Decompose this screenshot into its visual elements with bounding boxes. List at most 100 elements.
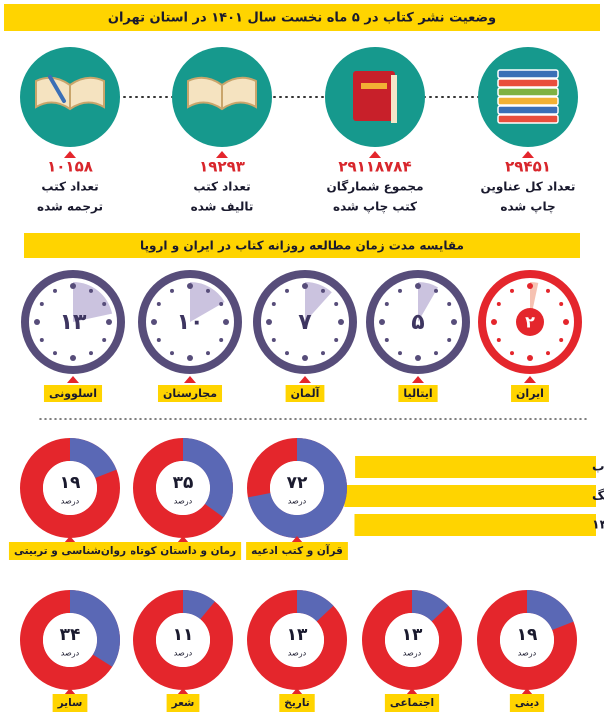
label-box [52,694,88,712]
clock-tick [39,302,44,306]
donut-hole [156,613,210,667]
pointer [64,151,76,158]
title-banner [4,4,600,31]
donut-value: ۱۹ [517,625,538,645]
donut-segment [70,590,120,667]
pointer [406,688,418,695]
clock-tick [53,288,57,293]
clock-tick [546,351,550,356]
book [497,69,559,79]
clock-tick [302,283,308,289]
stat-value: ۲۹۴۵۱ [505,158,551,176]
highlight [344,485,596,507]
donut-value: ۷۲ [287,473,308,493]
label-box [398,385,438,402]
donut-unit: درصد [518,649,537,658]
stat-label: تعداد کل عناوین [481,180,576,195]
label-box [124,542,242,560]
pointer [64,536,76,543]
stat-label: ترجمه شده [37,200,103,214]
title: وضعیت نشر کتاب در ۵ ماه نخست سال ۱۴۰۱ در… [108,11,496,26]
stat-value: ۲۹۱۱۸۷۸۴ [338,158,411,176]
donut-value: ۱۳ [287,625,308,645]
clock-tick [302,355,308,361]
label-box [285,385,325,402]
section-banner [24,233,580,258]
label-box [279,694,315,712]
topic-label: رمان و داستان کوتاه [130,545,236,557]
stat-label: تعداد کتب [193,180,250,194]
value-badge [516,308,544,336]
clock-tick [496,302,501,306]
clock-tick [206,351,210,356]
stat-label: کتب چاپ شده [333,200,417,214]
topic-label: دینی [515,697,540,709]
pointer [369,151,381,158]
pointer [521,688,533,695]
book [497,78,559,88]
pointer [299,376,311,383]
topic-label: روان‌شناسی و تربیتی [14,545,126,557]
clock-tick [70,355,76,361]
pointer [177,536,189,543]
label-box [509,694,545,712]
country-label: ایران [516,387,544,400]
label-box [166,694,200,712]
stat-label: تعداد کتب [41,180,98,194]
stat-value: ۱۹۲۹۳ [199,158,245,176]
donut-unit: درصد [174,497,193,506]
label-box [246,542,348,560]
clock-tick [415,355,421,361]
clock-tick [451,319,457,325]
clock-tick [219,338,224,342]
book [497,87,559,97]
clock-tick [379,319,385,325]
country-label: ایتالیا [403,387,432,400]
donut-segment [527,590,574,631]
label-box [43,385,103,402]
pointer [291,536,303,543]
donut-value: ۳۵ [173,473,194,493]
clock-tick [384,302,389,306]
donut-value: ۱۱ [173,625,194,645]
clock-tick [89,351,93,356]
book [497,96,559,106]
stat-label: چاپ شده [500,200,555,214]
clock-tick [34,319,40,325]
topic-label: تاریخ [284,697,309,709]
clock-tick [39,338,44,342]
clock-tick [53,351,57,356]
clock-tick [398,351,402,356]
highlight [354,514,596,536]
pointer [216,151,228,158]
book-icon [187,76,257,111]
clock-tick [219,302,224,306]
topics-title: مطالعه کرده‌اند براساس گزارش فرهنگ [592,488,604,503]
donut-segment [412,590,449,622]
clock-tick [338,319,344,325]
label-box [8,542,132,560]
clock-tick [563,319,569,325]
donut-segment [183,438,233,518]
clock-tick [102,302,107,306]
clock-tick [89,288,93,293]
clock-value: ۷ [298,310,312,335]
clock-tick [170,288,174,293]
clock-tick [156,338,161,342]
clock-tick [491,319,497,325]
topic-label: اجتماعی [390,697,434,709]
donut-hole [156,461,210,515]
clock-tick [223,319,229,325]
clock-tick [559,338,564,342]
book-icon [353,71,397,123]
clock-tick [527,283,533,289]
clock-tick [170,351,174,356]
clock-tick [271,338,276,342]
clock-tick [151,319,157,325]
label-box [384,694,440,712]
highlight [355,456,596,478]
clock-tick [206,288,210,293]
topics-title: رفتار خانوار منتشر شده در سال ۱۴۰۰ [592,517,604,532]
